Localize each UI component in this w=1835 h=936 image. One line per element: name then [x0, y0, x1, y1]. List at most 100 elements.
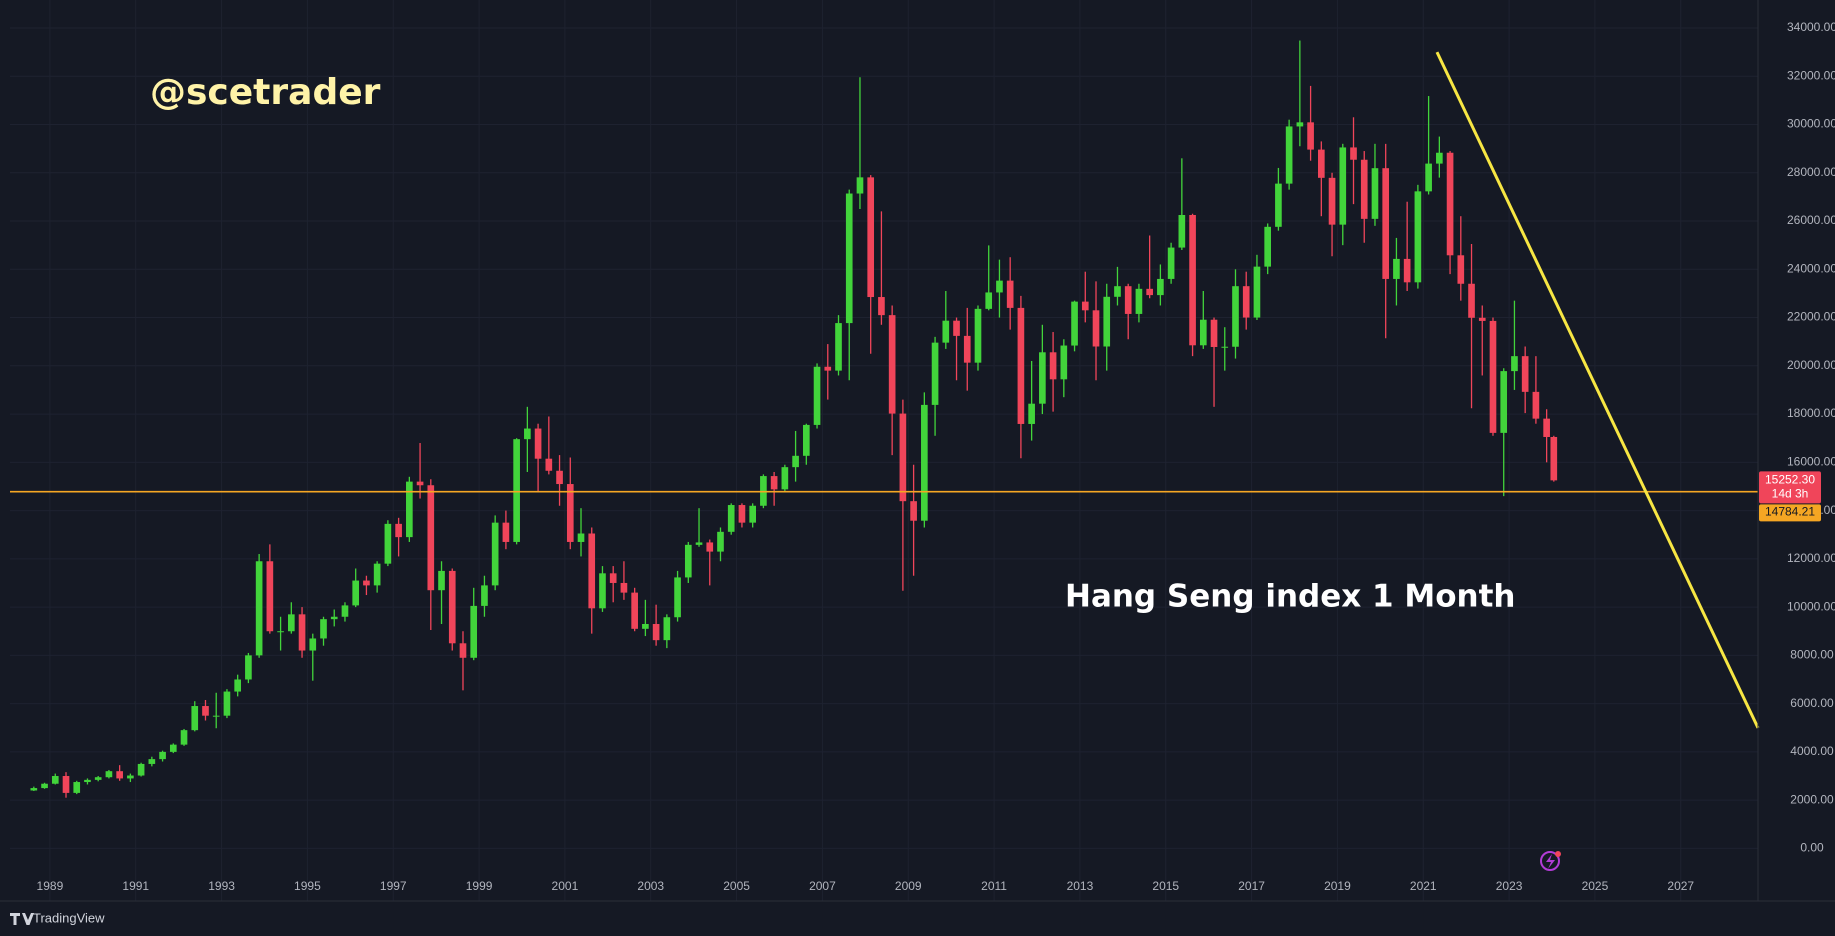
- candle-body: [277, 631, 284, 633]
- candle-body: [169, 744, 177, 752]
- candle-body: [41, 783, 48, 789]
- candle-body: [438, 570, 445, 591]
- candle-body: [524, 428, 531, 440]
- candle-body: [1296, 122, 1304, 127]
- x-tick-label: 2005: [723, 879, 750, 893]
- candle-body: [1189, 214, 1196, 346]
- candle-body: [502, 522, 510, 542]
- x-tick-label: 2025: [1582, 879, 1609, 893]
- candle-body: [309, 638, 317, 651]
- candle-body: [1275, 183, 1282, 227]
- candle-body: [1521, 356, 1529, 392]
- x-tick-label: 2007: [809, 879, 836, 893]
- candle-body: [1264, 226, 1272, 267]
- candle-body: [1167, 247, 1175, 279]
- candle-body: [352, 580, 360, 606]
- candle-body: [1446, 152, 1454, 256]
- candle-body: [1092, 310, 1100, 347]
- candle-body: [148, 759, 156, 764]
- candle-body: [395, 523, 402, 538]
- y-tick-label: 22000.00: [1787, 310, 1835, 324]
- candle-body: [1135, 288, 1143, 314]
- candle-body: [878, 297, 885, 316]
- candle-body: [191, 706, 199, 731]
- candle-body: [1081, 301, 1089, 311]
- candle-body: [802, 424, 810, 456]
- candle-body: [652, 623, 660, 641]
- candle-body: [234, 679, 241, 692]
- candle-body: [910, 501, 917, 521]
- candle-body: [663, 617, 671, 641]
- y-tick-label: 20000.00: [1787, 358, 1835, 372]
- candle-body: [513, 439, 520, 542]
- candle-body: [491, 522, 499, 586]
- y-tick-label: 8000.00: [1790, 648, 1834, 662]
- candle-body: [534, 428, 542, 459]
- candle-body: [1382, 168, 1390, 279]
- candle-body: [1350, 147, 1357, 160]
- candle-body: [223, 691, 231, 716]
- candle-body: [1403, 258, 1411, 283]
- candle-body: [1221, 346, 1229, 348]
- candle-body: [824, 366, 832, 371]
- candle-body: [781, 467, 789, 490]
- candle-body: [1317, 149, 1325, 178]
- grid: [10, 0, 1758, 901]
- candle-body: [1360, 159, 1368, 219]
- candle-body: [931, 342, 939, 405]
- candle-body: [642, 623, 649, 629]
- candle-body: [1039, 352, 1046, 404]
- candle-body: [1017, 307, 1025, 424]
- candle-body: [813, 366, 821, 425]
- candle-body: [470, 605, 478, 658]
- candle-body: [481, 585, 488, 606]
- candle-body: [953, 320, 960, 336]
- y-tick-label: 10000.00: [1787, 599, 1835, 613]
- candle-body: [245, 655, 252, 680]
- y-tick-label: 34000.00: [1787, 20, 1835, 34]
- candle-body: [1328, 177, 1336, 225]
- x-tick-label: 1997: [380, 879, 407, 893]
- x-tick-label: 2013: [1067, 879, 1094, 893]
- candle-body: [341, 605, 349, 617]
- candle-body: [706, 542, 714, 552]
- candle-body: [717, 531, 724, 552]
- candle-body: [1199, 319, 1207, 346]
- brand-logo[interactable]: TradingView: [10, 910, 105, 925]
- candle-body: [1468, 283, 1475, 318]
- candle-body: [212, 715, 220, 717]
- candle-body: [1060, 345, 1068, 380]
- candle-body: [1478, 317, 1486, 321]
- y-tick-label: 24000.00: [1787, 261, 1835, 275]
- bar-countdown: 14d 3h: [1772, 487, 1809, 501]
- y-tick-label: 16000.00: [1787, 454, 1835, 468]
- candle-body: [545, 458, 553, 471]
- candle-body: [674, 577, 681, 618]
- candle-body: [459, 643, 467, 658]
- y-tick-label: 6000.00: [1790, 696, 1834, 710]
- candle-body: [84, 779, 91, 783]
- candle-body: [1425, 163, 1432, 192]
- brand-name[interactable]: TradingView: [33, 910, 105, 925]
- x-tick-label: 2001: [552, 879, 579, 893]
- x-tick-label: 1995: [294, 879, 321, 893]
- candle-body: [363, 580, 370, 586]
- candle-body: [127, 775, 134, 779]
- candle-body: [1393, 258, 1400, 279]
- candle-body: [1210, 319, 1218, 347]
- candle-body: [1457, 255, 1465, 284]
- candle-body: [1339, 147, 1347, 225]
- candle-body: [1436, 152, 1443, 164]
- candle-body: [835, 323, 842, 371]
- x-tick-label: 1999: [466, 879, 493, 893]
- y-tick-label: 12000.00: [1787, 551, 1835, 565]
- candles: [30, 40, 1558, 798]
- x-tick-label: 2009: [895, 879, 922, 893]
- candle-body: [1071, 301, 1078, 346]
- candle-body: [1157, 278, 1164, 296]
- y-tick-label: 2000.00: [1790, 792, 1834, 806]
- overlay: [10, 51, 1760, 729]
- candle-body: [749, 505, 757, 523]
- candle-body: [266, 561, 274, 632]
- candle-body: [620, 582, 628, 593]
